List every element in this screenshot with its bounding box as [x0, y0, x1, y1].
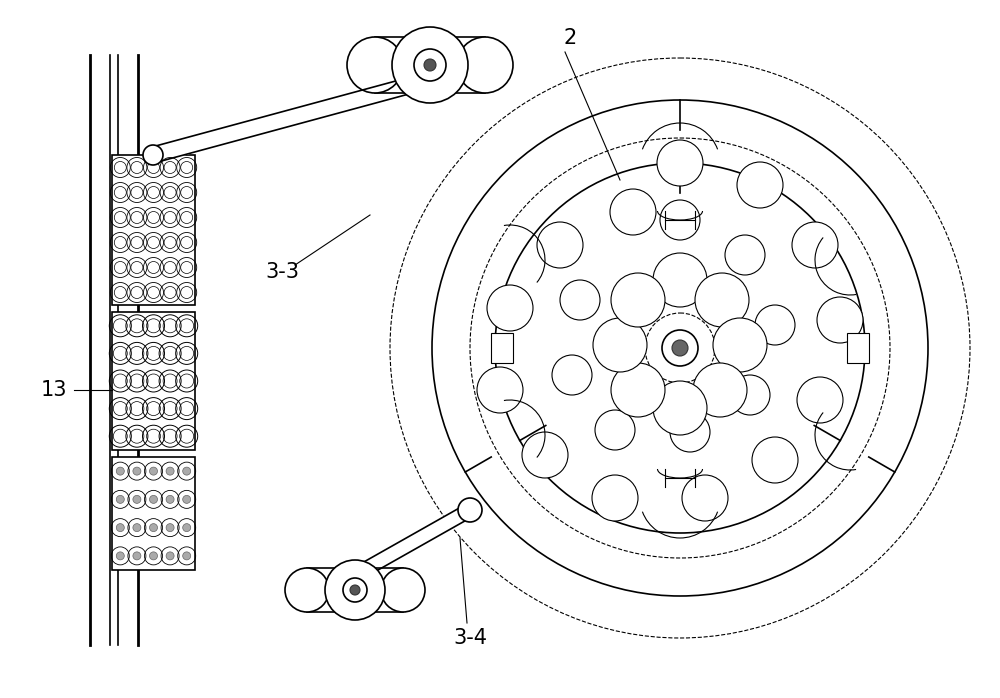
Bar: [112, 457, 195, 570]
Circle shape: [133, 496, 141, 503]
Circle shape: [592, 475, 638, 521]
Circle shape: [752, 437, 798, 483]
Circle shape: [166, 496, 174, 503]
Circle shape: [183, 467, 191, 475]
Circle shape: [522, 432, 568, 478]
Circle shape: [792, 222, 838, 268]
Circle shape: [693, 363, 747, 417]
Circle shape: [537, 222, 583, 268]
Circle shape: [166, 524, 174, 532]
Circle shape: [414, 49, 446, 81]
Circle shape: [817, 297, 863, 343]
Circle shape: [116, 467, 124, 475]
Circle shape: [713, 318, 767, 372]
Circle shape: [343, 578, 367, 602]
Circle shape: [424, 59, 436, 71]
Text: 3-4: 3-4: [453, 628, 487, 648]
Circle shape: [552, 355, 592, 395]
Circle shape: [183, 496, 191, 503]
Circle shape: [487, 285, 533, 331]
Circle shape: [737, 162, 783, 208]
Circle shape: [392, 27, 468, 103]
Bar: [847, 333, 869, 363]
Circle shape: [150, 524, 158, 532]
Circle shape: [183, 524, 191, 532]
Bar: [491, 333, 513, 363]
Circle shape: [166, 467, 174, 475]
Polygon shape: [352, 504, 473, 581]
Circle shape: [560, 280, 600, 320]
Circle shape: [662, 330, 698, 366]
Bar: [112, 312, 195, 450]
Circle shape: [347, 37, 403, 93]
Circle shape: [595, 410, 635, 450]
Circle shape: [695, 273, 749, 327]
Circle shape: [725, 235, 765, 275]
Circle shape: [672, 340, 688, 356]
Bar: [375, 37, 485, 93]
Circle shape: [133, 467, 141, 475]
Circle shape: [116, 496, 124, 503]
Circle shape: [653, 381, 707, 435]
Circle shape: [670, 412, 710, 452]
Circle shape: [755, 305, 795, 345]
Circle shape: [477, 367, 523, 413]
Circle shape: [611, 273, 665, 327]
Circle shape: [593, 318, 647, 372]
Circle shape: [183, 552, 191, 560]
Circle shape: [457, 37, 513, 93]
Circle shape: [660, 200, 700, 240]
Circle shape: [381, 568, 425, 612]
Circle shape: [610, 189, 656, 235]
Circle shape: [611, 363, 665, 417]
Circle shape: [682, 475, 728, 521]
Circle shape: [116, 524, 124, 532]
Circle shape: [653, 253, 707, 307]
Circle shape: [133, 524, 141, 532]
Bar: [307, 568, 403, 612]
Circle shape: [116, 552, 124, 560]
Circle shape: [143, 145, 163, 165]
Text: 13: 13: [41, 380, 67, 400]
Circle shape: [325, 560, 385, 620]
Circle shape: [657, 140, 703, 186]
Text: 3-3: 3-3: [265, 262, 299, 282]
Circle shape: [350, 585, 360, 595]
Circle shape: [133, 552, 141, 560]
Circle shape: [150, 467, 158, 475]
Circle shape: [797, 377, 843, 423]
Circle shape: [458, 498, 482, 522]
Polygon shape: [151, 73, 432, 163]
Circle shape: [285, 568, 329, 612]
Circle shape: [150, 552, 158, 560]
Circle shape: [150, 496, 158, 503]
Bar: [112, 155, 195, 305]
Circle shape: [730, 375, 770, 415]
Text: 2: 2: [563, 28, 577, 48]
Circle shape: [166, 552, 174, 560]
